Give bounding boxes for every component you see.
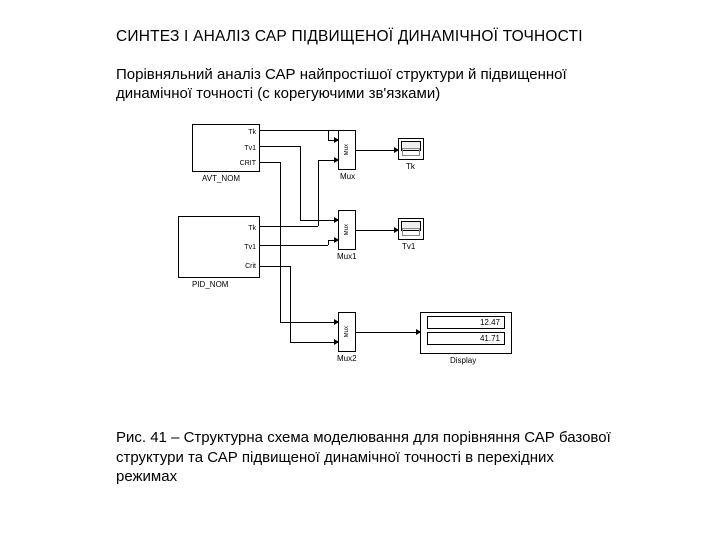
display-value-0: 12.47 — [427, 316, 505, 329]
block-mux2: Mux — [338, 312, 356, 352]
display-value-1: 41.71 — [427, 332, 505, 345]
port-label: Tv1 — [244, 145, 256, 152]
scope-label-tv1: Tv1 — [402, 242, 415, 251]
block-pid-nom: Tk Tv1 Crit — [178, 216, 260, 278]
mux-inner: Mux — [344, 224, 350, 235]
page-title: СИНТЕЗ І АНАЛІЗ САР ПІДВИЩЕНОЇ ДИНАМІЧНО… — [116, 28, 636, 46]
mux-inner: Mux — [344, 326, 350, 337]
page-subtitle: Порівняльний аналіз САР найпростішої стр… — [116, 66, 616, 104]
port-label: Tk — [248, 129, 256, 136]
block-label-avt-nom: AVT_NOM — [202, 174, 240, 183]
port-label: Tk — [248, 225, 256, 232]
block-label-mux2: Mux2 — [337, 354, 357, 363]
block-mux1: Mux — [338, 210, 356, 250]
block-mux: Mux — [338, 130, 356, 170]
port-label: CRIT — [240, 160, 256, 167]
scope-label-tk: Tk — [406, 162, 415, 171]
scope-tv1 — [398, 218, 424, 240]
scope-tk — [398, 138, 424, 160]
block-avt-nom: Tk Tv1 CRIT — [192, 124, 260, 172]
block-label-mux: Mux — [340, 172, 355, 181]
block-display: 12.47 41.71 — [420, 312, 512, 354]
figure-caption: Рис. 41 – Структурна схема моделювання д… — [116, 428, 616, 487]
simulink-diagram: Tk Tv1 CRIT AVT_NOM Tk Tv1 Crit PID_NOM … — [170, 120, 570, 390]
port-label: Tv1 — [244, 244, 256, 251]
block-label-display: Display — [450, 356, 476, 365]
port-label: Crit — [245, 263, 256, 270]
mux-inner: Mux — [344, 144, 350, 155]
block-label-mux1: Mux1 — [337, 252, 357, 261]
block-label-pid-nom: PID_NOM — [192, 280, 228, 289]
